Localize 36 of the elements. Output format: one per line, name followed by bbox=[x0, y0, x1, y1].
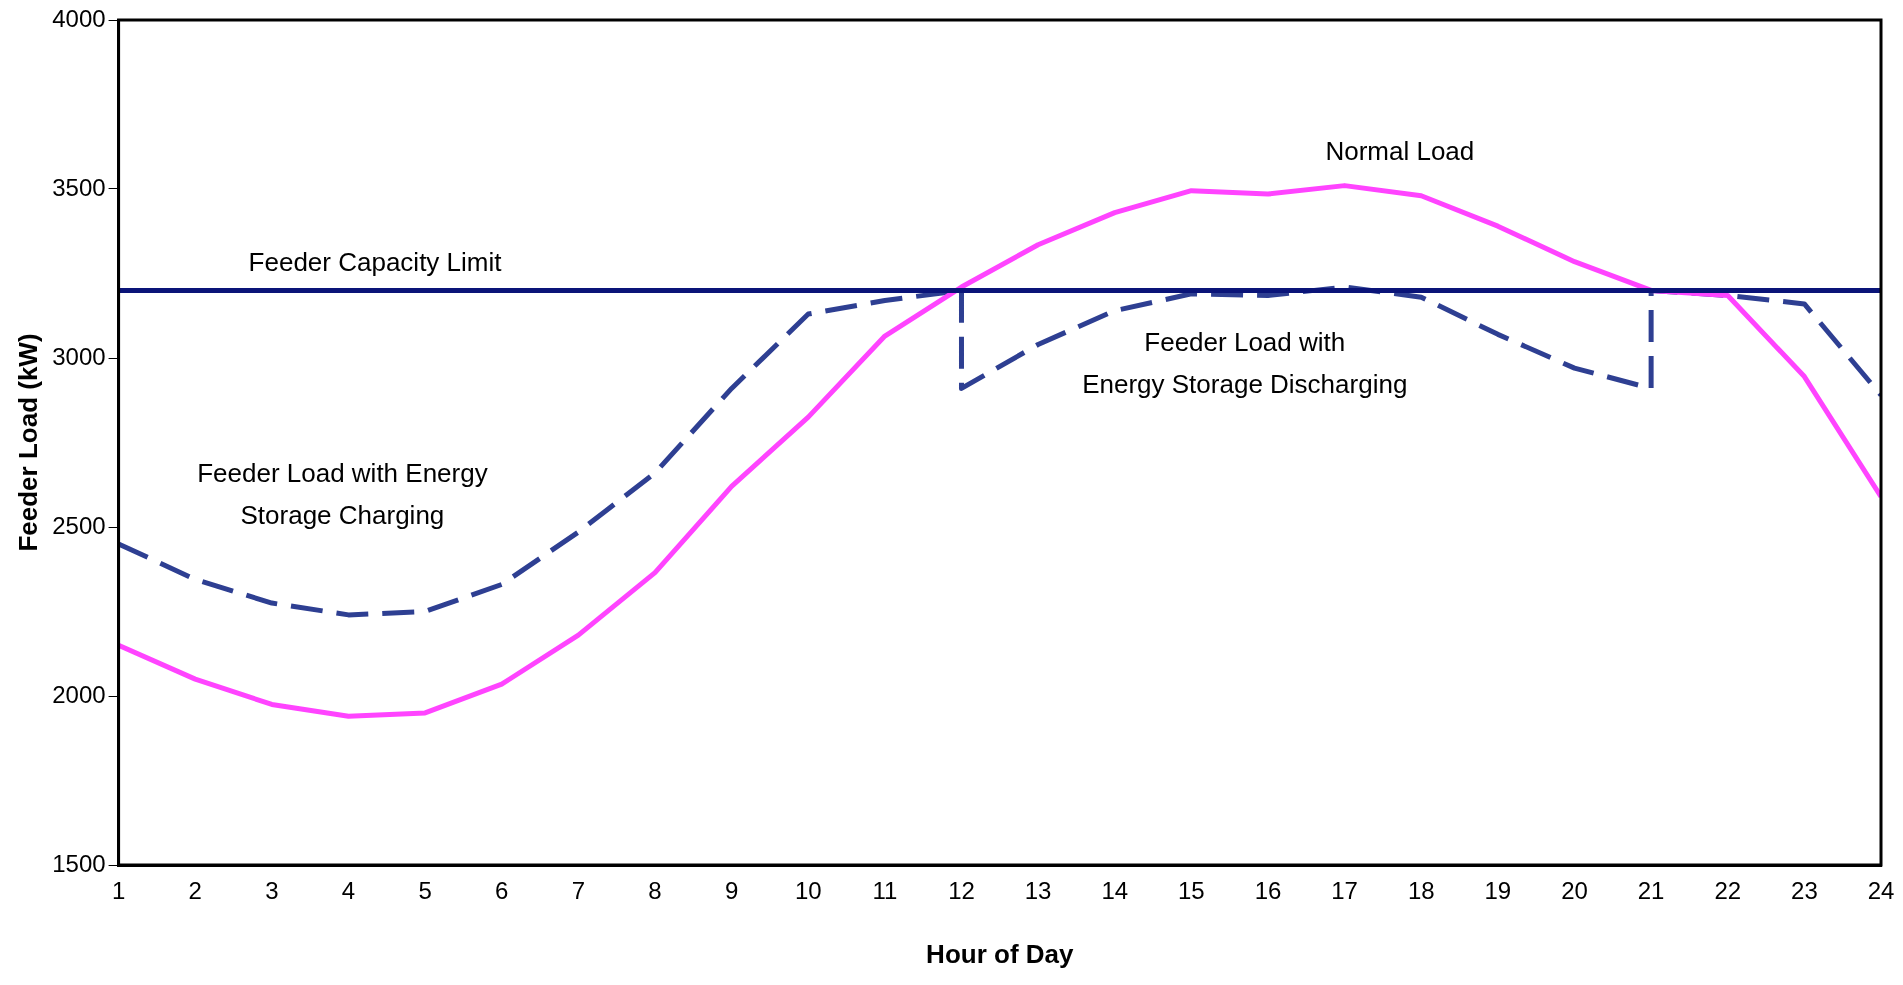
x-tick-label: 9 bbox=[724, 877, 739, 905]
x-tick-label: 6 bbox=[495, 877, 509, 905]
y-tick-label: 4000 bbox=[52, 4, 106, 32]
x-tick-label: 23 bbox=[1791, 877, 1818, 905]
x-tick-label: 21 bbox=[1637, 877, 1665, 905]
ref-line-label: Feeder Capacity Limit bbox=[248, 246, 503, 277]
y-tick-label: 3500 bbox=[52, 173, 106, 201]
x-tick-label: 5 bbox=[418, 877, 432, 905]
x-tick-label: 1 bbox=[111, 877, 126, 905]
x-tick-label: 2 bbox=[188, 877, 202, 905]
x-tick-label: 4 bbox=[341, 877, 356, 905]
annotation: Normal Load bbox=[1325, 135, 1475, 166]
y-axis-title: Feeder Load (kW) bbox=[12, 333, 43, 552]
x-tick-label: 19 bbox=[1484, 877, 1512, 905]
x-tick-label: 3 bbox=[265, 877, 279, 905]
x-tick-label: 22 bbox=[1714, 877, 1742, 905]
x-tick-label: 15 bbox=[1178, 877, 1205, 905]
y-tick-label: 1500 bbox=[52, 849, 106, 877]
x-tick-label: 24 bbox=[1867, 877, 1895, 905]
x-tick-label: 8 bbox=[648, 877, 662, 905]
x-tick-label: 17 bbox=[1331, 877, 1358, 905]
y-tick-label: 2000 bbox=[52, 680, 106, 708]
x-tick-label: 14 bbox=[1101, 877, 1129, 905]
x-axis-title: Hour of Day bbox=[926, 938, 1075, 969]
x-tick-label: 10 bbox=[794, 877, 822, 905]
annotation: Feeder Load with Energy Storage Charging bbox=[197, 457, 488, 530]
x-tick-label: 7 bbox=[571, 877, 586, 905]
y-tick-label: 3000 bbox=[52, 342, 106, 370]
x-tick-label: 11 bbox=[872, 877, 898, 905]
y-tick-label: 2500 bbox=[52, 511, 106, 539]
x-tick-label: 13 bbox=[1024, 877, 1052, 905]
x-tick-label: 16 bbox=[1254, 877, 1282, 905]
x-tick-label: 18 bbox=[1407, 877, 1435, 905]
x-tick-label: 20 bbox=[1561, 877, 1588, 905]
x-tick-label: 12 bbox=[948, 877, 975, 905]
annotation: Feeder Load with Energy Storage Discharging bbox=[1082, 326, 1408, 399]
